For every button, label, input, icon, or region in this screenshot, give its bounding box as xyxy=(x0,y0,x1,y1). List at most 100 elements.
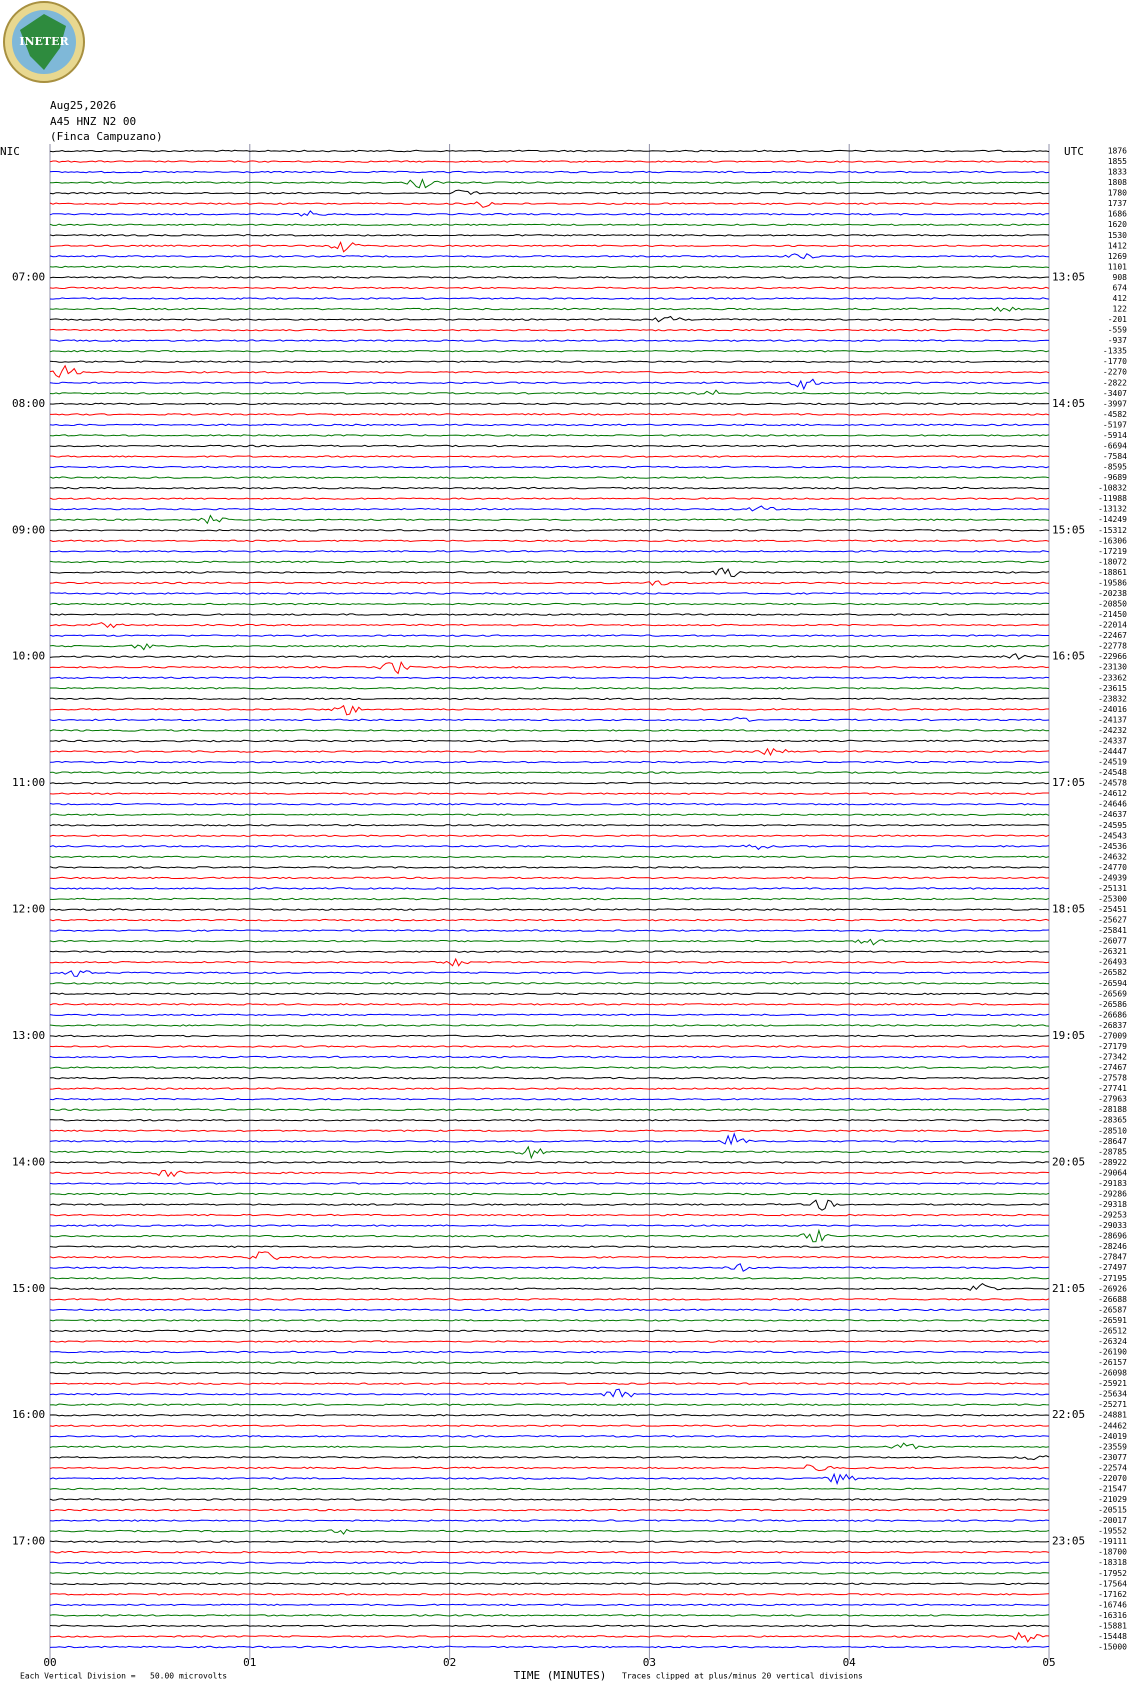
trace-offset: -26586 xyxy=(1098,1000,1127,1009)
trace-offset: -24536 xyxy=(1098,842,1127,851)
trace-offset: -26512 xyxy=(1098,1326,1127,1335)
trace-offset: -17219 xyxy=(1098,547,1127,556)
trace-offset: -6694 xyxy=(1103,441,1127,450)
trace-offset: -24543 xyxy=(1098,831,1127,840)
trace xyxy=(49,1614,1050,1617)
trace xyxy=(49,1519,1050,1522)
trace xyxy=(49,402,1050,406)
right-hour-label: 19:05 xyxy=(1052,1029,1085,1042)
trace xyxy=(49,1403,1050,1406)
trace xyxy=(49,1561,1049,1564)
trace xyxy=(49,1161,1050,1164)
trace xyxy=(49,781,1050,785)
trace-offset: 1737 xyxy=(1108,199,1127,208)
trace-offset: -15881 xyxy=(1098,1621,1127,1630)
trace-offset: -937 xyxy=(1108,336,1127,345)
trace-offset: -27847 xyxy=(1098,1253,1127,1262)
trace xyxy=(50,413,1050,416)
trace xyxy=(49,918,1050,922)
trace-offset: -22966 xyxy=(1098,652,1127,661)
trace-offset: -27195 xyxy=(1098,1274,1127,1283)
trace-offset: -23832 xyxy=(1098,694,1127,703)
trace xyxy=(49,1282,1050,1291)
trace-offset: -24447 xyxy=(1098,747,1127,756)
trace-offset: -26157 xyxy=(1098,1358,1127,1367)
scale-note: Each Vertical Division = 50.00 microvolt… xyxy=(20,1672,227,1681)
trace-offset: -29253 xyxy=(1098,1211,1127,1220)
trace xyxy=(49,1413,1050,1417)
trace xyxy=(49,844,1050,851)
trace-offset: -18861 xyxy=(1098,568,1127,577)
trace-offset: -18318 xyxy=(1098,1558,1127,1567)
trace xyxy=(49,328,1050,332)
trace-offset: 1808 xyxy=(1108,178,1127,187)
trace xyxy=(49,887,1050,890)
trace xyxy=(49,1097,1050,1101)
trace xyxy=(49,1472,1050,1486)
trace-offset: -20515 xyxy=(1098,1506,1127,1515)
left-hour-label: 07:00 xyxy=(12,270,45,283)
trace xyxy=(49,297,1050,300)
trace xyxy=(49,234,1050,237)
trace-offset: -4582 xyxy=(1103,410,1127,419)
trace-offset: -26493 xyxy=(1098,958,1127,967)
trace xyxy=(49,1055,1050,1059)
trace-offset: 1620 xyxy=(1108,220,1127,229)
trace xyxy=(49,315,1050,323)
trace-offset: -24337 xyxy=(1098,736,1127,745)
trace-offset: 1101 xyxy=(1108,262,1127,271)
trace-offset: -26688 xyxy=(1098,1295,1127,1304)
trace xyxy=(49,1442,1050,1450)
trace-offset: -3997 xyxy=(1103,399,1127,408)
trace xyxy=(49,189,1050,196)
trace-offset: -26569 xyxy=(1098,989,1127,998)
trace-offset: -29033 xyxy=(1098,1221,1127,1230)
left-hour-label: 16:00 xyxy=(12,1408,45,1421)
trace-offset: -8595 xyxy=(1103,463,1127,472)
trace xyxy=(49,992,1050,996)
trace-offset: -24548 xyxy=(1098,768,1127,777)
trace xyxy=(49,434,1050,437)
trace xyxy=(49,423,1050,427)
trace-offset: -20017 xyxy=(1098,1516,1127,1525)
trace-offset: -24637 xyxy=(1098,810,1127,819)
trace-offset: -25634 xyxy=(1098,1390,1127,1399)
trace-offset: -24519 xyxy=(1098,758,1127,767)
right-hour-label: 22:05 xyxy=(1052,1408,1085,1421)
trace-offset: 1780 xyxy=(1108,189,1127,198)
trace xyxy=(49,676,1050,679)
trace xyxy=(49,716,1050,722)
trace-offset: -23559 xyxy=(1098,1442,1127,1451)
trace-offset: -16746 xyxy=(1098,1600,1127,1609)
trace xyxy=(49,306,1050,313)
trace-offset: -26837 xyxy=(1098,1021,1127,1030)
trace-offset: -22070 xyxy=(1098,1474,1127,1483)
trace-offset: -29183 xyxy=(1098,1179,1127,1188)
trace xyxy=(49,1224,1050,1227)
trace-offset: -28647 xyxy=(1098,1137,1127,1146)
trace xyxy=(49,1263,1050,1272)
trace xyxy=(49,592,1050,595)
trace xyxy=(49,1340,1050,1343)
right-hour-label: 21:05 xyxy=(1052,1282,1085,1295)
trace-offset: -24646 xyxy=(1098,800,1127,809)
trace-offset: -24019 xyxy=(1098,1432,1127,1441)
trace xyxy=(49,938,1049,946)
trace-offset: -27741 xyxy=(1098,1084,1127,1093)
trace-offset: -2270 xyxy=(1103,368,1127,377)
trace xyxy=(49,286,1050,290)
trace xyxy=(49,476,1050,479)
trace-offset: -2822 xyxy=(1103,378,1127,387)
x-tick-label: 03 xyxy=(643,1656,656,1669)
trace xyxy=(49,170,1050,174)
trace xyxy=(49,1066,1050,1069)
trace xyxy=(49,1129,1050,1133)
right-hour-label: 17:05 xyxy=(1052,776,1085,789)
trace-offset: 1686 xyxy=(1108,210,1127,219)
trace xyxy=(49,1132,1050,1146)
site: (Finca Campuzano) xyxy=(50,130,163,143)
trace-offset: -15000 xyxy=(1098,1643,1127,1652)
trace-offset: -18072 xyxy=(1098,557,1127,566)
trace xyxy=(49,643,1050,651)
